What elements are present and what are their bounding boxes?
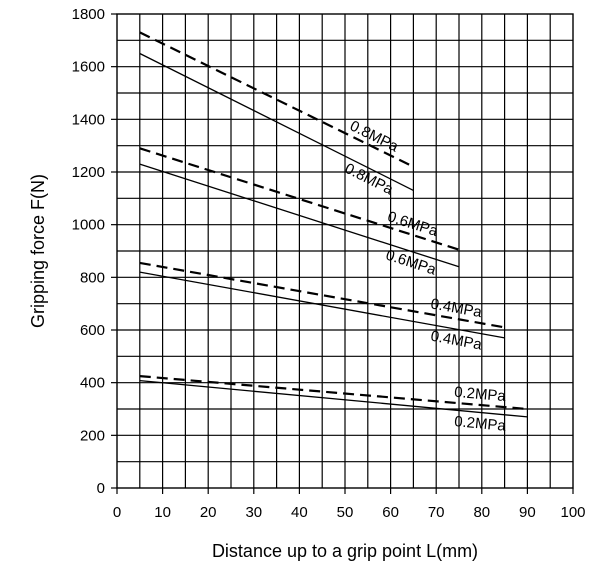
y-axis-title: Gripping force F(N) — [28, 174, 48, 328]
series-line-0-6MPa-dashed — [139, 147, 460, 251]
x-tick-label: 90 — [519, 504, 536, 521]
series-label-0-4MPa-dashed: 0.4MPa — [429, 295, 484, 321]
x-tick-label: 50 — [337, 504, 354, 521]
series-line-0-2MPa-solid — [139, 379, 528, 418]
y-tick-label: 1200 — [72, 164, 105, 181]
y-tick-label: 0 — [97, 480, 105, 497]
y-tick-label: 1600 — [72, 59, 105, 76]
x-tick-label: 30 — [245, 504, 262, 521]
series-line-0-6MPa-solid — [139, 163, 460, 268]
series-line-0-4MPa-dashed — [139, 261, 505, 329]
y-tick-label: 600 — [80, 322, 105, 339]
y-tick-label: 800 — [80, 269, 105, 286]
x-tick-label: 20 — [200, 504, 217, 521]
series-label-0-8MPa-solid: 0.8MPa — [342, 160, 396, 199]
plot-series — [139, 31, 528, 418]
series-label-0-2MPa-solid: 0.2MPa — [453, 413, 507, 435]
x-tick-label: 10 — [154, 504, 171, 521]
axes: 0 10 20 30 40 50 60 70 80 90 100020040060080010001… — [72, 6, 586, 521]
series-line-0-8MPa-solid — [139, 52, 414, 191]
y-tick-label: 1000 — [72, 217, 105, 234]
y-tick-label: 1400 — [72, 111, 105, 128]
y-tick-label: 200 — [80, 427, 105, 444]
series-line-0-2MPa-dashed — [139, 375, 528, 411]
series-label-0-8MPa-dashed: 0.8MPa — [347, 117, 401, 155]
x-tick-label: 60 — [382, 504, 399, 521]
series-line-0-4MPa-solid — [139, 271, 505, 339]
x-tick-label: 0 — [113, 504, 121, 521]
series-labels: 0.8MPa0.8MPa0.6MPa0.6MPa0.4MPa0.4MPa0.2M… — [342, 117, 507, 434]
x-tick-label: 100 — [560, 504, 585, 521]
x-axis-title: Distance up to a grip point L(mm) — [212, 541, 478, 561]
y-tick-label: 1800 — [72, 6, 105, 23]
y-tick-label: 400 — [80, 375, 105, 392]
series-label-0-4MPa-solid: 0.4MPa — [429, 328, 484, 354]
x-tick-label: 70 — [428, 504, 445, 521]
x-tick-label: 80 — [473, 504, 490, 521]
series-label-0-2MPa-dashed: 0.2MPa — [454, 384, 508, 405]
x-tick-label: 40 — [291, 504, 308, 521]
